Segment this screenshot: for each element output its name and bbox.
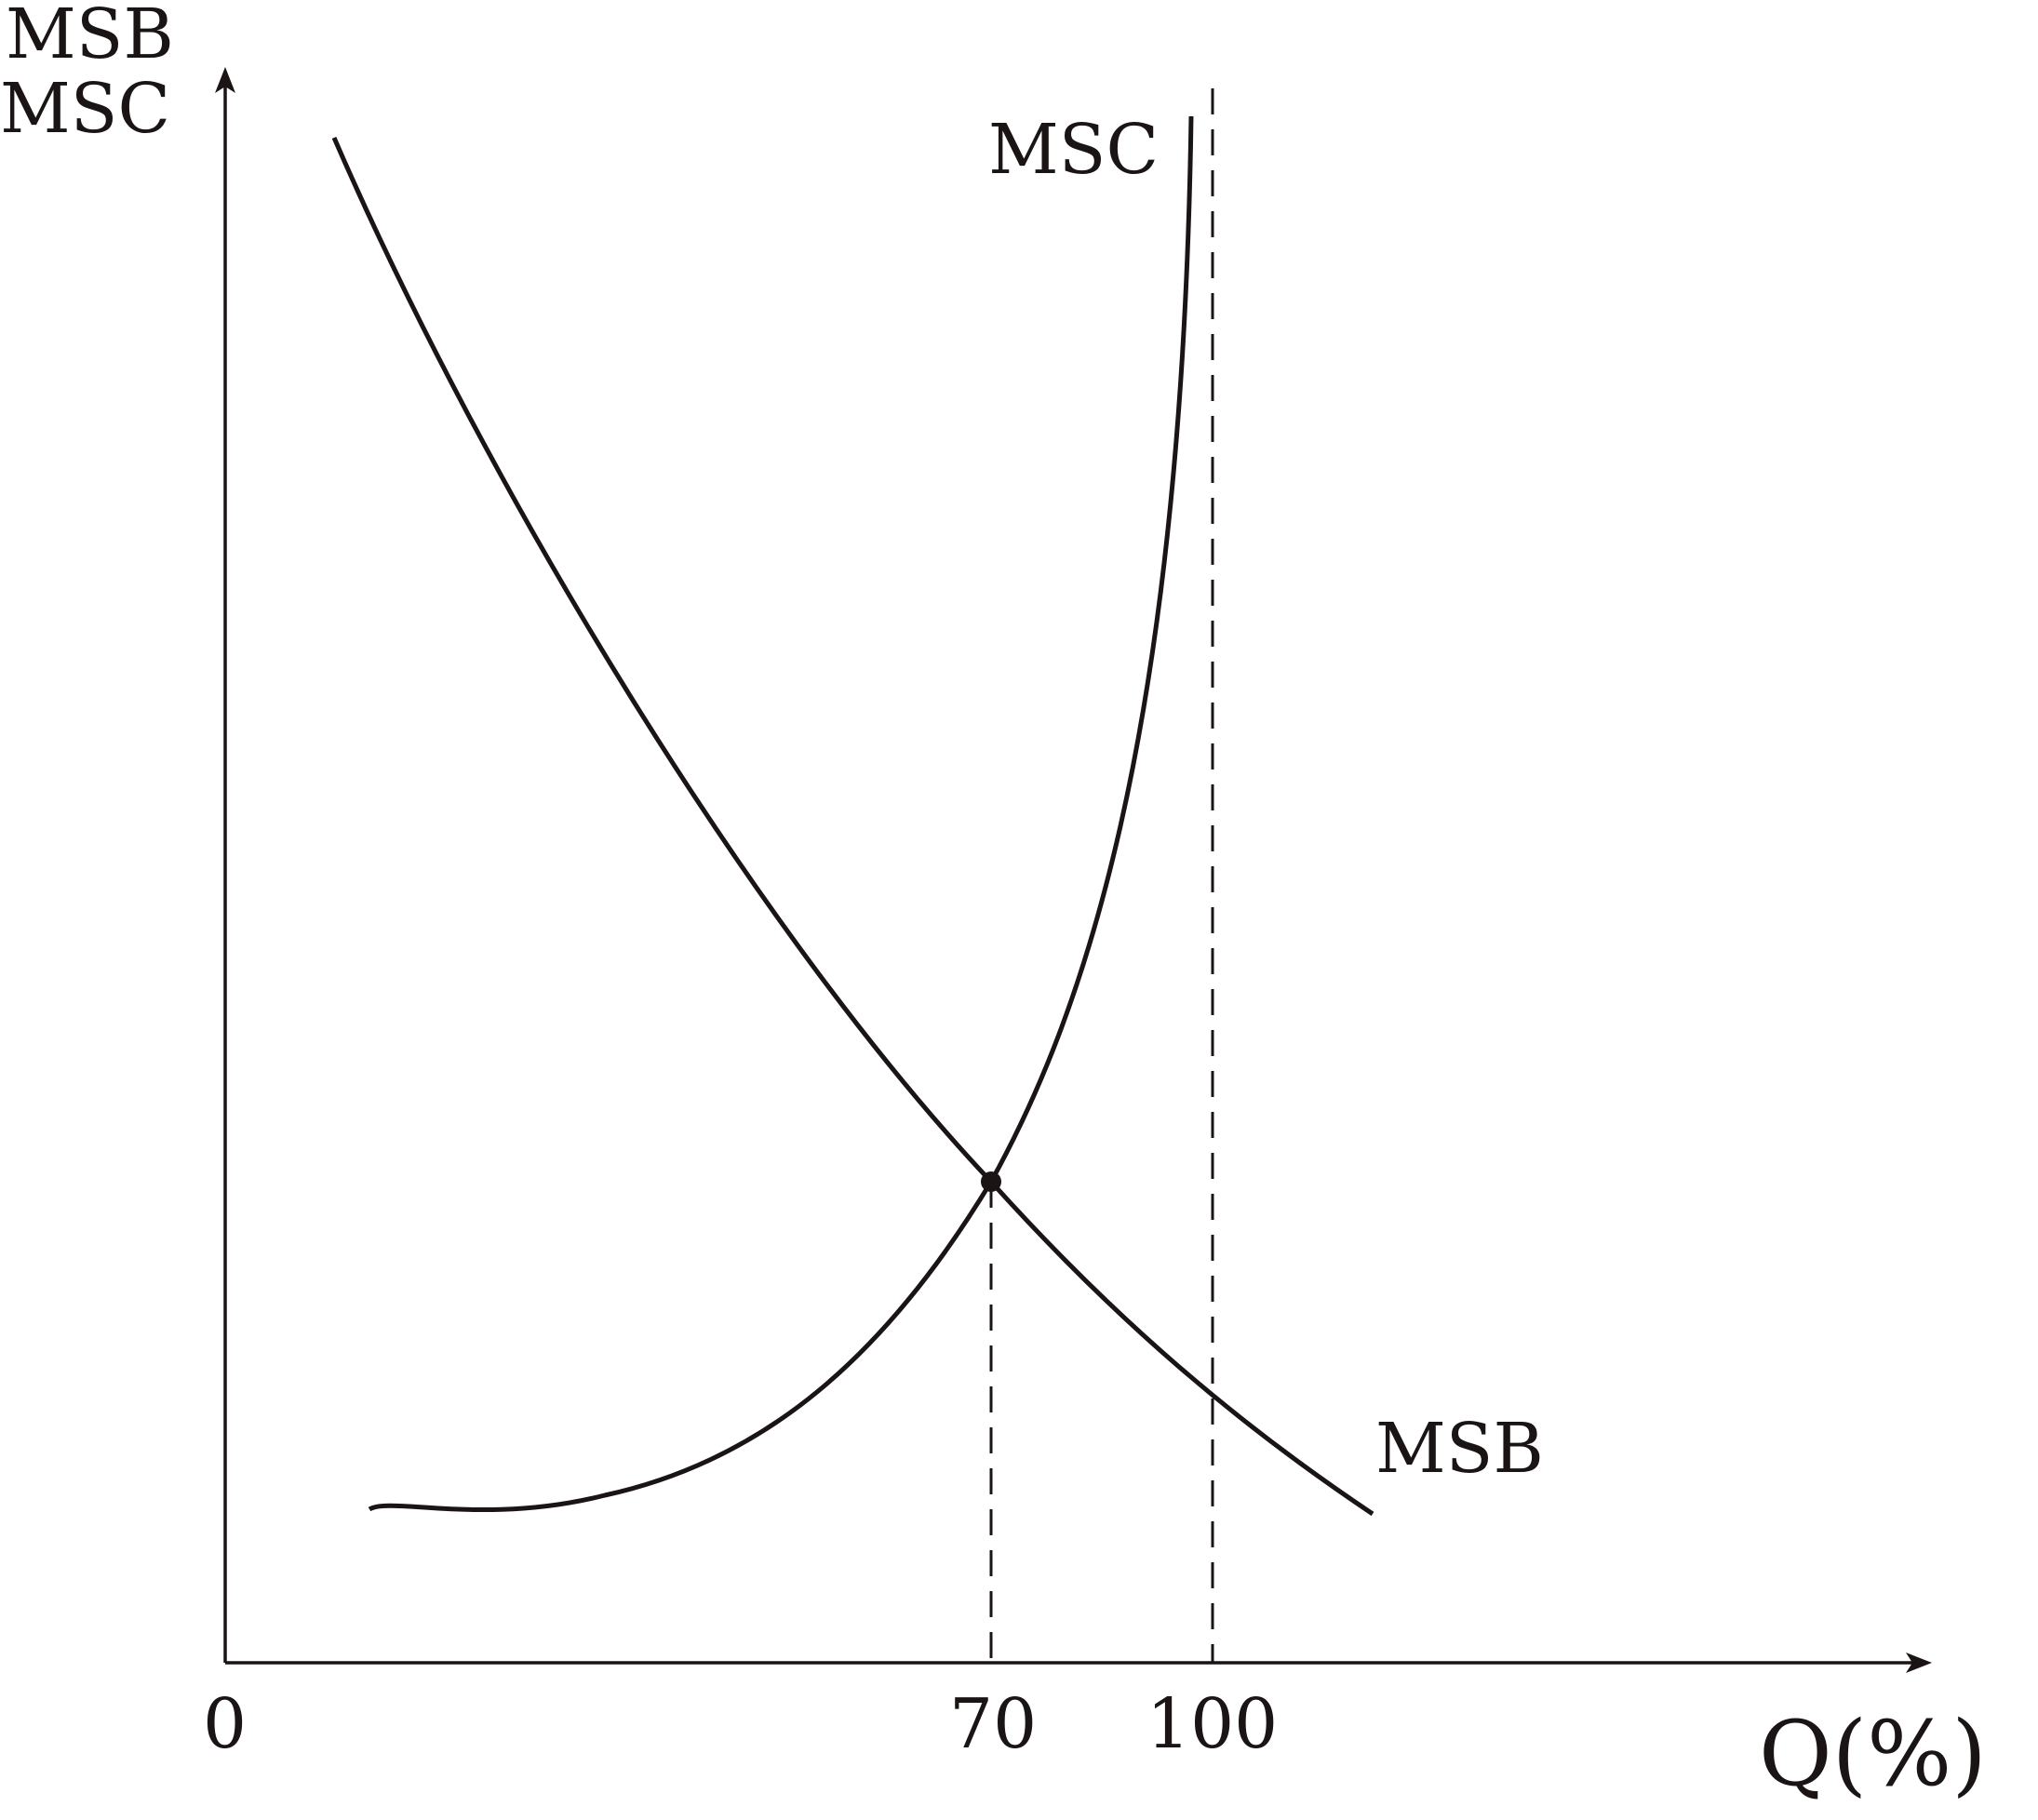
x-tick-100: 100 <box>1146 1684 1278 1764</box>
origin-label: 0 <box>203 1684 247 1764</box>
y-axis-title-msc: MSC <box>0 69 170 149</box>
x-axis-arrowhead <box>1906 1653 1932 1673</box>
x-tick-70: 70 <box>949 1684 1037 1764</box>
y-axis-arrowhead <box>215 67 235 93</box>
msb-curve-label: MSB <box>1375 1409 1544 1489</box>
msc-curve <box>368 115 1194 1513</box>
y-axis-title-msb: MSB <box>6 0 174 74</box>
equilibrium-point <box>981 1171 1001 1192</box>
x-axis-title: Q(%) <box>1759 1702 1987 1806</box>
msb-curve <box>331 137 1374 1517</box>
msc-curve-label: MSC <box>988 110 1159 190</box>
